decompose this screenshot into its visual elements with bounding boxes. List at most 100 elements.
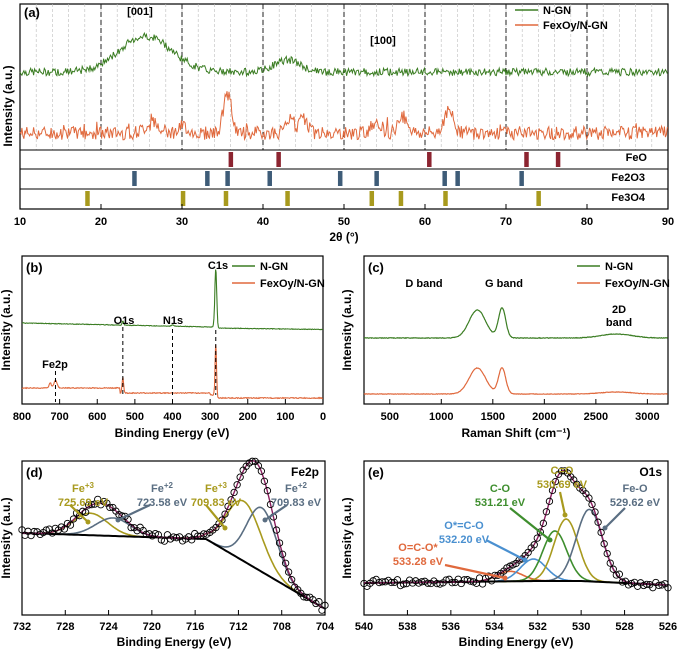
ref-bar-fe2o3 (337, 171, 343, 186)
component-value: 725.69 eV (58, 497, 109, 509)
annotation-arrow (509, 507, 551, 541)
component-value: 532.20 eV (439, 534, 490, 546)
data-point (224, 502, 232, 510)
data-point (664, 584, 672, 592)
x-tick-label: 1000 (429, 411, 453, 423)
ref-bar-fe2o3 (267, 171, 272, 186)
panel-c: (c) 500 1000 1500 2000 2500 3000 Raman Shift … (340, 255, 670, 440)
data-point (106, 503, 114, 512)
series-ngn (19, 31, 668, 78)
series-ngn (21, 269, 323, 331)
annotation-arrow (264, 504, 288, 521)
data-point (536, 528, 544, 536)
data-point (257, 467, 266, 475)
component-value: 709.83 eV (191, 497, 242, 509)
x-tick-label: 100 (276, 411, 294, 423)
ref-bar-fe3o4 (180, 191, 186, 206)
data-point (530, 541, 538, 549)
component-name: C=O (551, 465, 574, 477)
x-tick-label: 400 (163, 411, 181, 423)
fit-component (178, 499, 309, 600)
data-point (393, 576, 402, 584)
x-tick-label: 3000 (635, 411, 659, 423)
component-name: Fe+3 (205, 481, 228, 495)
data-point (591, 508, 599, 516)
data-point (387, 578, 396, 587)
x-tick-label: 50 (338, 216, 350, 228)
annotation-n1s: N1s (163, 315, 183, 327)
data-point (172, 534, 181, 542)
x-tick-label: 1500 (481, 411, 505, 423)
data-point (315, 598, 323, 606)
series-ngn (363, 307, 668, 340)
series-fexoy (19, 91, 668, 142)
ref-label-fe3o4: Fe3O4 (611, 192, 646, 204)
panel-d-label: (d) (26, 465, 43, 480)
legend-c-ngn-label: N-GN (605, 261, 633, 273)
data-point (618, 578, 627, 586)
component-name: Fe+3 (72, 481, 95, 495)
ref-bar-fe3o4 (285, 191, 290, 206)
panel-e-ylabel: Intensity (a.u.) (340, 497, 354, 578)
data-point (612, 571, 620, 579)
data-point (260, 477, 269, 485)
annotation-arrow (117, 504, 151, 521)
data-point (399, 580, 408, 588)
data-point (275, 539, 284, 547)
annotation-100: [100] (370, 35, 396, 47)
data-point (221, 510, 229, 518)
panel-a: (a) 10 20 30 40 50 60 70 80 90 2θ (°) Intensity … (1, 3, 674, 244)
data-point (643, 580, 651, 589)
annotation-arrow (485, 539, 526, 561)
arrow-head (222, 525, 228, 531)
data-point (588, 500, 596, 509)
ref-bar-fe2o3 (205, 171, 210, 186)
panel-d: (d) Fe2p 732 728 724 720 716 712 708 704 Bindin… (0, 457, 335, 649)
data-point (321, 601, 329, 609)
x-tick-label: 534 (485, 621, 504, 633)
arrow-head (115, 517, 121, 523)
data-point (442, 576, 450, 584)
panel-b-xlabel: Binding Energy (eV) (115, 426, 230, 440)
panel-d-xlabel: Binding Energy (eV) (117, 635, 232, 649)
annotation-arrow (444, 563, 506, 580)
component-value: 529.62 eV (610, 497, 661, 509)
annotation-arrow (604, 507, 626, 529)
data-point (594, 518, 602, 526)
data-point (248, 457, 256, 465)
x-tick-label: 2500 (584, 411, 608, 423)
data-point (66, 521, 75, 529)
x-tick-label: 300 (201, 411, 219, 423)
data-point (542, 508, 551, 516)
panel-c-label: (c) (368, 260, 384, 275)
panel-b-label: (b) (26, 260, 43, 275)
x-tick-label: 532 (529, 621, 547, 633)
panel-a-label: (a) (24, 5, 40, 20)
data-point (266, 500, 275, 509)
x-tick-label: 500 (126, 411, 144, 423)
x-tick-label: 700 (50, 411, 68, 423)
ref-bar-feo (524, 152, 529, 167)
ref-bar-fe2o3 (132, 171, 137, 186)
data-point (81, 508, 90, 516)
panel-e-title: O1s (639, 465, 662, 479)
data-point (69, 515, 78, 523)
x-tick-label: 538 (398, 621, 416, 633)
panel-a-xlabel: 2θ (°) (329, 230, 358, 244)
component-name: O=C-O* (398, 542, 438, 554)
x-tick-label: 60 (419, 216, 431, 228)
data-point (127, 523, 135, 532)
ref-bar-feo (555, 152, 561, 167)
panel-c-frame (363, 255, 669, 405)
arrow-head (602, 525, 608, 531)
x-tick-label: 708 (273, 621, 291, 633)
x-tick-label: 732 (13, 621, 31, 633)
data-point (230, 488, 238, 497)
annotation-arrow (205, 504, 226, 529)
annotation-2d: 2D (612, 304, 626, 316)
data-point (597, 528, 605, 537)
panel-a-ylabel: Intensity (a.u.) (1, 65, 15, 146)
x-tick-label: 600 (88, 411, 106, 423)
x-tick-label: 800 (13, 411, 31, 423)
x-tick-label: 30 (176, 216, 188, 228)
